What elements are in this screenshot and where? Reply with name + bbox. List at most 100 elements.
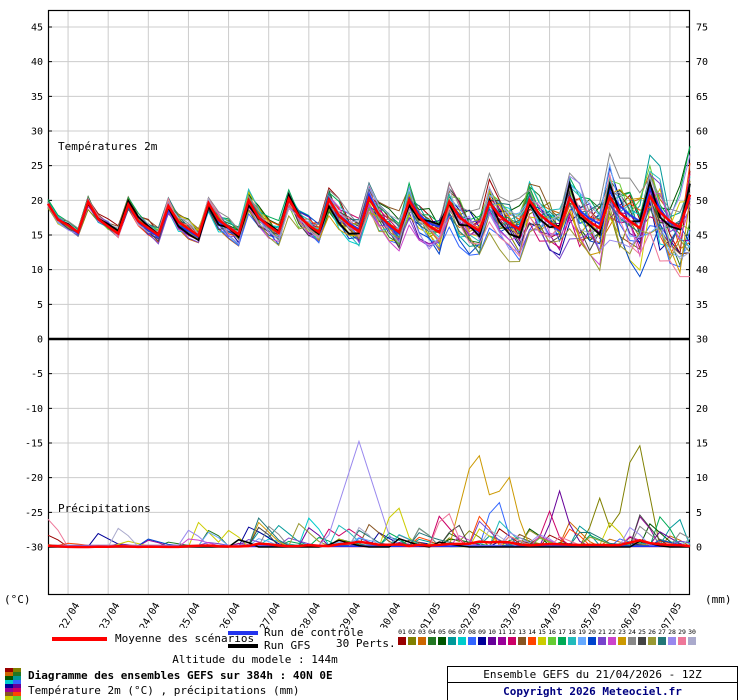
- footer-strip-swatch: [13, 668, 21, 672]
- pert-number: 04: [428, 628, 436, 636]
- footer-subtitle: Température 2m (°C) , précipitations (mm…: [28, 684, 300, 697]
- pert-color-swatch: [398, 637, 406, 645]
- pert-item: 03: [417, 629, 427, 645]
- pert-item: 20: [587, 629, 597, 645]
- pert-item: 27: [657, 629, 667, 645]
- legend-control-label: Run de contrôle: [264, 626, 364, 639]
- pert-color-swatch: [668, 637, 676, 645]
- legend-gfs-label: Run GFS: [264, 639, 311, 652]
- pert-item: 25: [637, 629, 647, 645]
- pert-number: 22: [608, 628, 616, 636]
- footer-strip-swatch: [13, 672, 21, 676]
- pert-number: 17: [558, 628, 566, 636]
- pert-color-swatch: [508, 637, 516, 645]
- pert-item: 30: [687, 629, 697, 645]
- pert-number: 30: [688, 628, 696, 636]
- run-info-label: Ensemble GEFS du 21/04/2026 - 12Z: [448, 667, 737, 683]
- pert-number: 02: [408, 628, 416, 636]
- pert-number: 01: [398, 628, 406, 636]
- pert-item: 11: [497, 629, 507, 645]
- footer-strip-swatch: [13, 676, 21, 680]
- legend-perts-label: 30 Perts.: [336, 637, 396, 650]
- pert-color-swatch: [658, 637, 666, 645]
- pert-color-swatch: [488, 637, 496, 645]
- precipitation-panel-label: Précipitations: [58, 502, 151, 515]
- footer-strip-swatch: [5, 696, 13, 700]
- pert-color-swatch: [618, 637, 626, 645]
- pert-number: 14: [528, 628, 536, 636]
- pert-item: 14: [527, 629, 537, 645]
- pert-color-swatch: [588, 637, 596, 645]
- pert-number: 06: [448, 628, 456, 636]
- footer-strip-swatch: [5, 668, 13, 672]
- pert-number: 23: [618, 628, 626, 636]
- pert-number: 16: [548, 628, 556, 636]
- pert-color-swatch: [608, 637, 616, 645]
- copyright-label[interactable]: Copyright 2026 Meteociel.fr: [503, 685, 682, 698]
- pert-number: 20: [588, 628, 596, 636]
- pert-color-swatch: [478, 637, 486, 645]
- pert-number: 26: [648, 628, 656, 636]
- footer-strip-swatch: [5, 688, 13, 692]
- pert-item: 23: [617, 629, 627, 645]
- pert-item: 13: [517, 629, 527, 645]
- pert-color-swatch: [638, 637, 646, 645]
- legend-mean-label: Moyenne des scénarios: [115, 632, 255, 645]
- perts-grid: 01 02 03 04 05 06 07 08 09 10 11 12 13 14 15 16 17 18 19 20…: [397, 629, 697, 645]
- pert-color-swatch: [598, 637, 606, 645]
- pert-color-swatch: [428, 637, 436, 645]
- pert-color-swatch: [648, 637, 656, 645]
- pert-item: 16: [547, 629, 557, 645]
- pert-number: 27: [658, 628, 666, 636]
- pert-item: 29: [677, 629, 687, 645]
- pert-item: 06: [447, 629, 457, 645]
- pert-number: 12: [508, 628, 516, 636]
- pert-number: 19: [578, 628, 586, 636]
- pert-color-swatch: [578, 637, 586, 645]
- pert-number: 18: [568, 628, 576, 636]
- pert-number: 24: [628, 628, 636, 636]
- ensemble-chart-canvas: [0, 0, 740, 628]
- footer-title: Diagramme des ensembles GEFS sur 384h : …: [28, 669, 333, 682]
- pert-color-swatch: [468, 637, 476, 645]
- pert-item: 22: [607, 629, 617, 645]
- footer-strip-swatch: [13, 692, 21, 696]
- pert-color-swatch: [568, 637, 576, 645]
- pert-item: 09: [477, 629, 487, 645]
- left-axis-unit: (°C): [4, 593, 31, 606]
- pert-number: 15: [538, 628, 546, 636]
- pert-item: 07: [457, 629, 467, 645]
- pert-item: 18: [567, 629, 577, 645]
- legend-mean-swatch: [52, 637, 107, 641]
- pert-color-swatch: [558, 637, 566, 645]
- pert-item: 08: [467, 629, 477, 645]
- pert-color-swatch: [528, 637, 536, 645]
- pert-color-swatch: [518, 637, 526, 645]
- pert-item: 10: [487, 629, 497, 645]
- temperature-panel-label: Températures 2m: [58, 140, 158, 153]
- pert-color-swatch: [678, 637, 686, 645]
- legend-gfs-swatch: [228, 644, 258, 648]
- footer-strip-swatch: [13, 696, 21, 700]
- pert-item: 15: [537, 629, 547, 645]
- pert-number: 03: [418, 628, 426, 636]
- pert-item: 24: [627, 629, 637, 645]
- footer-strip-swatch: [5, 676, 13, 680]
- pert-color-swatch: [538, 637, 546, 645]
- pert-number: 28: [668, 628, 676, 636]
- footer-strip-swatch: [5, 684, 13, 688]
- footer-strip-swatch: [5, 680, 13, 684]
- pert-item: 04: [427, 629, 437, 645]
- footer-strip-swatch: [13, 688, 21, 692]
- pert-color-swatch: [448, 637, 456, 645]
- altitude-label: Altitude du modele : 144m: [172, 653, 338, 666]
- pert-item: 26: [647, 629, 657, 645]
- pert-item: 02: [407, 629, 417, 645]
- pert-item: 17: [557, 629, 567, 645]
- pert-item: 19: [577, 629, 587, 645]
- right-axis-unit: (mm): [705, 593, 732, 606]
- pert-number: 21: [598, 628, 606, 636]
- pert-color-swatch: [498, 637, 506, 645]
- pert-number: 25: [638, 628, 646, 636]
- pert-item: 12: [507, 629, 517, 645]
